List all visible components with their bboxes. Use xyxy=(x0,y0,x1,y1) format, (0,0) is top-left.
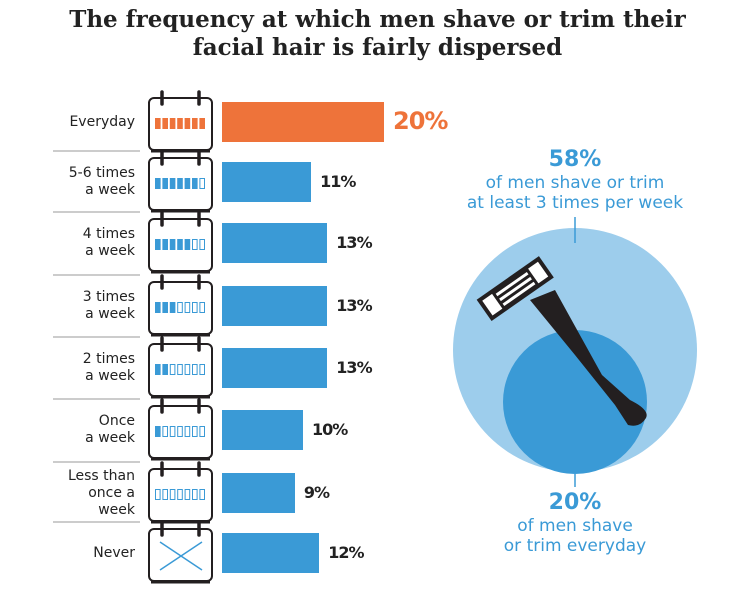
category-label-line: a week xyxy=(85,306,135,322)
category-label-line: once a xyxy=(88,484,135,501)
calendar-icon xyxy=(148,274,213,337)
calendar-icon xyxy=(148,150,213,213)
category-label: 2 times a week xyxy=(83,351,135,385)
inner-callout-value: 20% xyxy=(548,490,602,515)
inner-callout-line: or trim everyday xyxy=(503,536,647,556)
bar xyxy=(222,410,303,450)
bar xyxy=(222,533,320,573)
calendar-icon xyxy=(148,90,213,153)
category-label-line: Never xyxy=(93,544,135,561)
calendar-icon xyxy=(148,336,213,399)
outer-callout: 58% of men shave or trim at least 3 time… xyxy=(455,147,695,213)
row-divider xyxy=(53,336,140,338)
bar xyxy=(222,223,328,263)
title-line-1: The frequency at which men shave or trim… xyxy=(69,6,686,33)
outer-callout-value: 58% xyxy=(548,147,602,172)
row-divider xyxy=(53,274,140,276)
row-divider xyxy=(53,398,140,400)
value-label: 12% xyxy=(328,543,364,562)
value-label: 11% xyxy=(320,172,356,191)
category-label-line: 3 times xyxy=(82,289,135,305)
category-label: 4 times a week xyxy=(83,226,135,260)
bar xyxy=(222,286,328,326)
inner-circle xyxy=(503,330,647,474)
row-divider xyxy=(53,150,140,152)
category-label-line: 2 times xyxy=(82,351,135,367)
bar xyxy=(222,102,384,142)
category-label: Never xyxy=(93,545,135,562)
value-label: 13% xyxy=(336,233,372,252)
calendar-icon xyxy=(148,211,213,274)
value-label: 20% xyxy=(393,107,448,135)
calendar-icon xyxy=(148,398,213,461)
category-label: Everyday xyxy=(69,114,135,131)
razor-icon xyxy=(476,256,647,426)
value-label: 13% xyxy=(336,296,372,315)
bar xyxy=(222,473,295,513)
value-label: 10% xyxy=(312,420,348,439)
category-label: Less than once a week xyxy=(68,468,135,519)
bar xyxy=(222,348,328,388)
calendar-icon xyxy=(148,521,213,584)
category-label-line: a week xyxy=(85,243,135,259)
category-label-line: a week xyxy=(85,368,135,384)
bar xyxy=(222,162,312,202)
category-label-line: Once xyxy=(98,413,135,429)
row-divider xyxy=(53,521,140,523)
category-label-line: 4 times xyxy=(82,226,135,242)
category-label-line: week xyxy=(98,501,135,518)
chart-title: The frequency at which men shave or trim… xyxy=(0,6,755,62)
category-label-line: 5-6 times xyxy=(68,165,135,181)
row-divider xyxy=(53,461,140,463)
title-line-2: facial hair is fairly dispersed xyxy=(192,34,563,61)
category-label: 3 times a week xyxy=(83,289,135,323)
category-label: Once a week xyxy=(85,413,135,447)
value-label: 13% xyxy=(336,358,372,377)
category-label: 5-6 times a week xyxy=(69,165,135,199)
category-label-line: a week xyxy=(85,430,135,446)
category-label-line: Less than xyxy=(67,467,135,484)
category-label-line: Everyday xyxy=(69,113,135,130)
outer-callout-line: of men shave or trim xyxy=(485,173,665,193)
inner-callout-line: of men shave xyxy=(517,516,633,536)
inner-callout: 20% of men shave or trim everyday xyxy=(455,490,695,556)
category-label-line: a week xyxy=(85,182,135,198)
outer-callout-line: at least 3 times per week xyxy=(466,193,684,213)
value-label: 9% xyxy=(303,483,330,502)
row-divider xyxy=(53,211,140,213)
